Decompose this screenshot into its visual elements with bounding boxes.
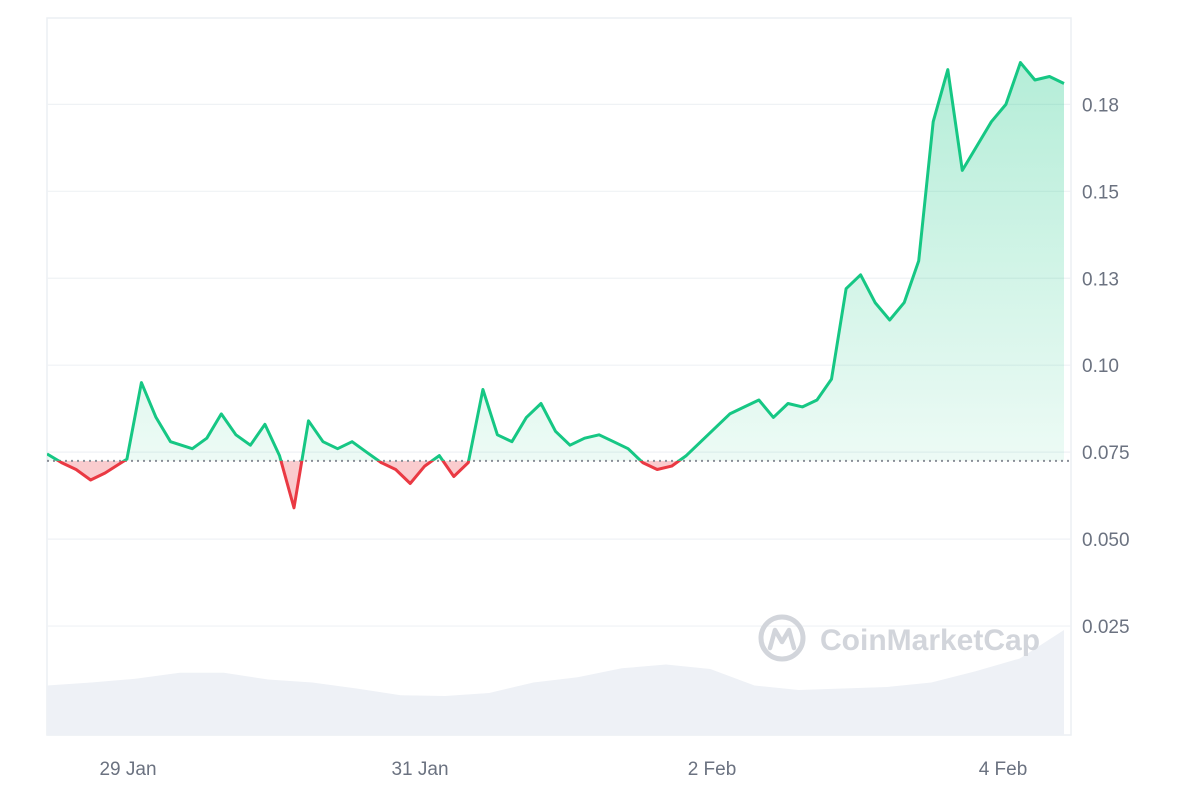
y-tick-label: 0.050: [1082, 530, 1130, 551]
y-tick-label: 0.025: [1082, 617, 1130, 638]
y-axis: 0.18 0.15 0.13 0.10 0.075 0.050 0.025: [1082, 95, 1130, 638]
y-tick-label: 0.13: [1082, 269, 1119, 290]
coinmarketcap-logo-icon: [761, 617, 803, 659]
watermark-text: CoinMarketCap: [820, 624, 1040, 657]
y-tick-label: 0.10: [1082, 356, 1119, 377]
x-tick-label: 2 Feb: [688, 759, 737, 780]
y-tick-label: 0.18: [1082, 95, 1119, 116]
watermark: CoinMarketCap: [761, 617, 1040, 659]
x-tick-label: 31 Jan: [391, 759, 448, 780]
y-tick-label: 0.075: [1082, 443, 1130, 464]
x-tick-label: 4 Feb: [979, 759, 1028, 780]
x-tick-label: 29 Jan: [99, 759, 156, 780]
y-tick-label: 0.15: [1082, 182, 1119, 203]
x-axis: 29 Jan 31 Jan 2 Feb 4 Feb: [99, 759, 1027, 780]
